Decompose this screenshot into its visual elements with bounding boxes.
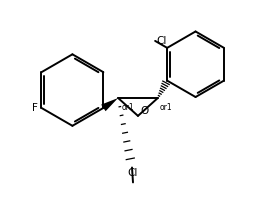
Text: O: O bbox=[140, 106, 148, 116]
Polygon shape bbox=[101, 98, 118, 111]
Text: Cl: Cl bbox=[128, 168, 138, 178]
Text: or1: or1 bbox=[160, 103, 172, 112]
Text: Cl: Cl bbox=[156, 36, 167, 46]
Text: F: F bbox=[32, 103, 37, 113]
Text: or1: or1 bbox=[122, 103, 135, 112]
